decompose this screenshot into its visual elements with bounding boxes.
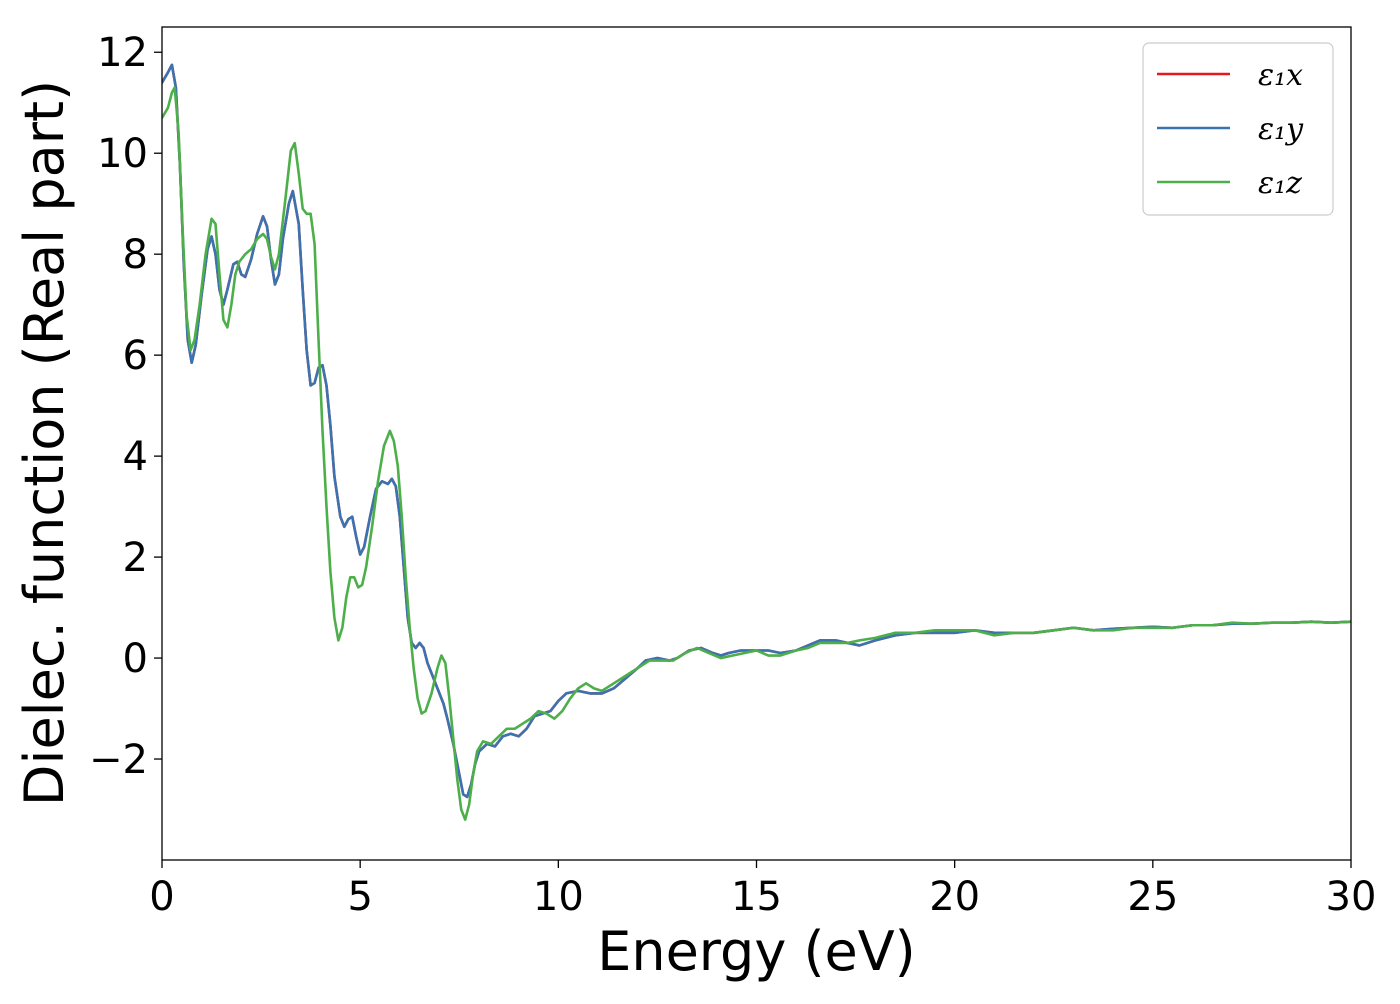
x-axis-label: Energy (eV) xyxy=(597,920,916,983)
x-tick-label: 25 xyxy=(1127,874,1178,920)
y-tick-label: 12 xyxy=(97,30,148,76)
y-axis-label: Dielec. function (Real part) xyxy=(13,80,76,806)
series-line-2 xyxy=(162,86,1351,821)
x-tick-label: 10 xyxy=(533,874,584,920)
x-tick-label: 20 xyxy=(929,874,980,920)
y-tick-label: 6 xyxy=(123,333,148,379)
y-tick-label: 8 xyxy=(123,232,148,278)
x-axis: 0 5 10 15 20 25 30 xyxy=(149,860,1376,920)
legend-label-0: ε₁x xyxy=(1258,58,1303,93)
x-tick-label: 30 xyxy=(1326,874,1377,920)
y-tick-label: −2 xyxy=(89,737,148,783)
y-tick-label: 0 xyxy=(123,636,148,682)
x-tick-label: 0 xyxy=(149,874,174,920)
legend-label-2: ε₁z xyxy=(1258,166,1302,201)
x-tick-label: 15 xyxy=(731,874,782,920)
y-tick-label: 2 xyxy=(123,535,148,581)
y-tick-label: 4 xyxy=(123,434,148,480)
y-tick-label: 10 xyxy=(97,131,148,177)
x-tick-label: 5 xyxy=(347,874,372,920)
legend: ε₁x ε₁y ε₁z xyxy=(1142,42,1334,216)
legend-label-1: ε₁y xyxy=(1258,112,1304,147)
legend-box xyxy=(1142,42,1334,216)
y-axis: −2 0 2 4 6 8 10 12 xyxy=(89,30,162,783)
series-layer xyxy=(162,63,1351,821)
